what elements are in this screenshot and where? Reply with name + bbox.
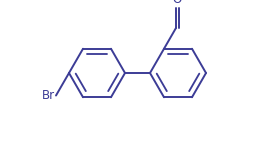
Text: O: O — [173, 0, 182, 6]
Text: Br: Br — [42, 89, 55, 102]
